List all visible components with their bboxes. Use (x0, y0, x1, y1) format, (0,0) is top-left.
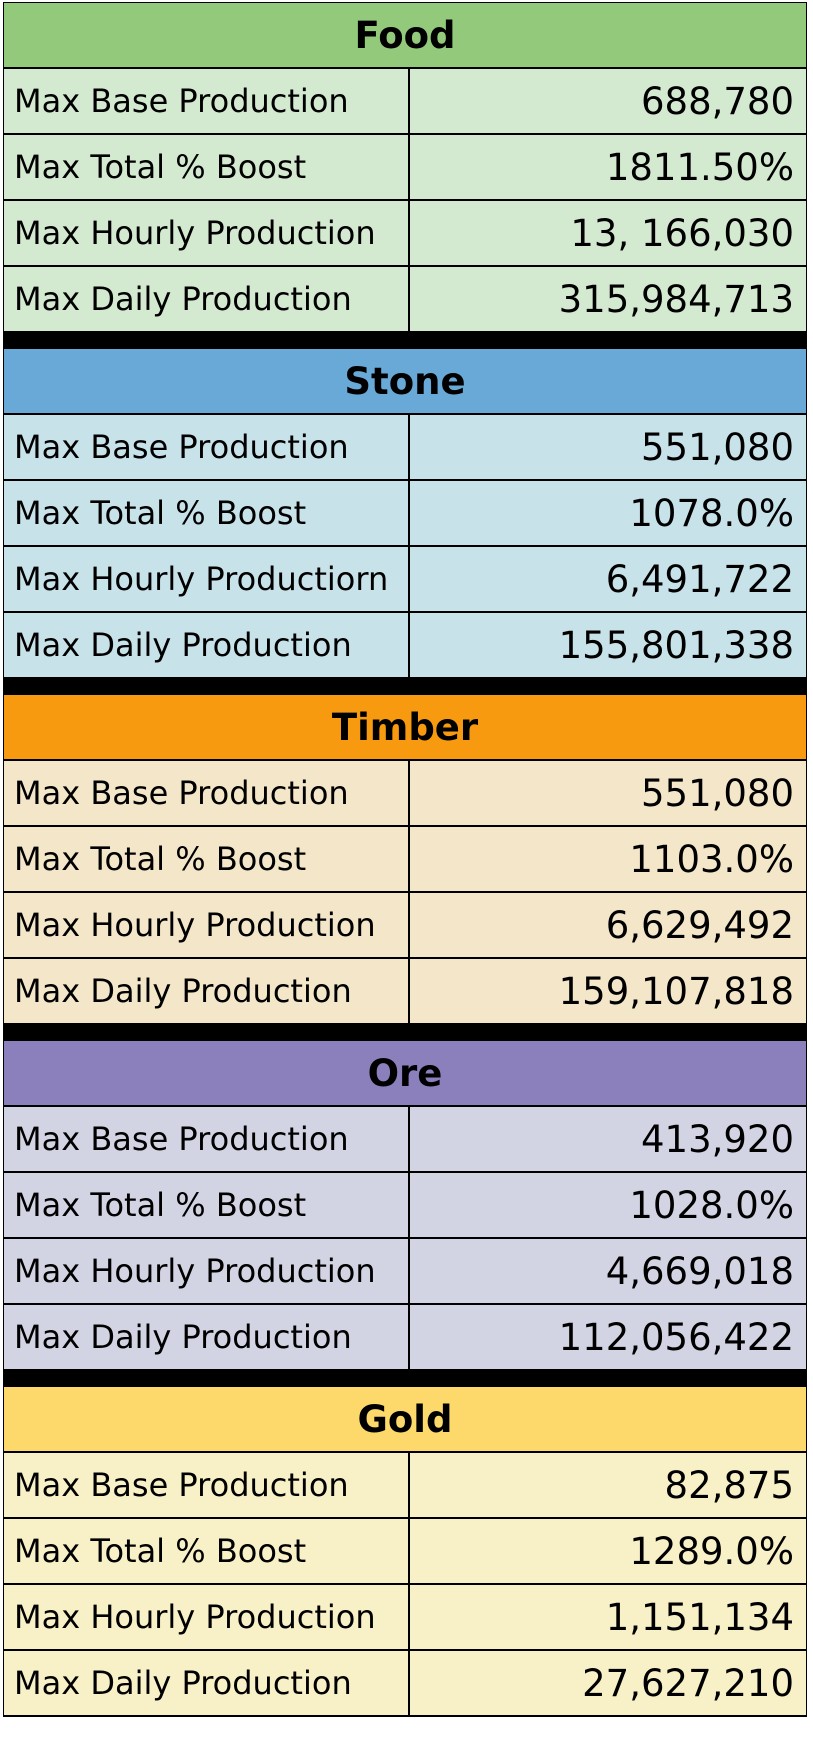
row-value: 413,920 (410, 1107, 806, 1171)
table-row: Max Total % Boost 1289.0% (4, 1519, 806, 1583)
row-label: Max Total % Boost (4, 135, 408, 199)
row-value: 27,627,210 (410, 1651, 806, 1715)
table-row: Max Hourly Production 1,151,134 (4, 1585, 806, 1649)
resource-production-table: Food Max Base Production 688,780 Max Total … (3, 2, 807, 1717)
row-value: 1,151,134 (410, 1585, 806, 1649)
table-row: Max Total % Boost 1028.0% (4, 1173, 806, 1237)
section-header: Stone (4, 349, 806, 413)
row-value: 1811.50% (410, 135, 806, 199)
row-value: 6,491,722 (410, 547, 806, 611)
row-label: Max Daily Production (4, 267, 408, 331)
table-row: Max Daily Production 159,107,818 (4, 959, 806, 1023)
row-value: 688,780 (410, 69, 806, 133)
row-value: 159,107,818 (410, 959, 806, 1023)
table-row: Max Daily Production 112,056,422 (4, 1305, 806, 1369)
row-value: 82,875 (410, 1453, 806, 1517)
row-label: Max Daily Production (4, 613, 408, 677)
section-stone: Stone Max Base Production 551,080 Max Total… (3, 349, 807, 677)
row-label: Max Base Production (4, 761, 408, 825)
table-row: Max Hourly Production 4,669,018 (4, 1239, 806, 1303)
table-row: Max Hourly Production 13, 166,030 (4, 201, 806, 265)
row-label: Max Hourly Production (4, 1585, 408, 1649)
row-label: Max Total % Boost (4, 1519, 408, 1583)
row-label: Max Total % Boost (4, 1173, 408, 1237)
row-value: 155,801,338 (410, 613, 806, 677)
row-label: Max Daily Production (4, 1305, 408, 1369)
section-header: Timber (4, 695, 806, 759)
row-label: Max Base Production (4, 1107, 408, 1171)
section-header: Ore (4, 1041, 806, 1105)
row-label: Max Hourly Productiorn (4, 547, 408, 611)
row-value: 1103.0% (410, 827, 806, 891)
row-value: 551,080 (410, 415, 806, 479)
table-row: Max Base Production 82,875 (4, 1453, 806, 1517)
table-row: Max Hourly Productiorn 6,491,722 (4, 547, 806, 611)
section-header: Gold (4, 1387, 806, 1451)
row-value: 6,629,492 (410, 893, 806, 957)
row-label: Max Daily Production (4, 959, 408, 1023)
table-row: Max Hourly Production 6,629,492 (4, 893, 806, 957)
table-row: Max Daily Production 27,627,210 (4, 1651, 806, 1715)
row-value: 1078.0% (410, 481, 806, 545)
table-row: Max Base Production 688,780 (4, 69, 806, 133)
section-header: Food (4, 3, 806, 67)
table-row: Max Base Production 551,080 (4, 415, 806, 479)
row-value: 112,056,422 (410, 1305, 806, 1369)
row-label: Max Hourly Production (4, 1239, 408, 1303)
table-row: Max Total % Boost 1811.50% (4, 135, 806, 199)
row-label: Max Daily Production (4, 1651, 408, 1715)
row-label: Max Hourly Production (4, 201, 408, 265)
section-ore: Ore Max Base Production 413,920 Max Total %… (3, 1041, 807, 1369)
row-value: 1028.0% (410, 1173, 806, 1237)
section-food: Food Max Base Production 688,780 Max Total … (3, 3, 807, 331)
row-label: Max Hourly Production (4, 893, 408, 957)
row-label: Max Base Production (4, 69, 408, 133)
table-row: Max Daily Production 315,984,713 (4, 267, 806, 331)
row-label: Max Total % Boost (4, 481, 408, 545)
row-value: 13, 166,030 (410, 201, 806, 265)
section-timber: Timber Max Base Production 551,080 Max Tota… (3, 695, 807, 1023)
table-row: Max Daily Production 155,801,338 (4, 613, 806, 677)
section-gold: Gold Max Base Production 82,875 Max Total %… (3, 1387, 807, 1715)
row-label: Max Total % Boost (4, 827, 408, 891)
table-row: Max Total % Boost 1103.0% (4, 827, 806, 891)
row-value: 551,080 (410, 761, 806, 825)
table-row: Max Base Production 413,920 (4, 1107, 806, 1171)
row-label: Max Base Production (4, 415, 408, 479)
row-value: 315,984,713 (410, 267, 806, 331)
row-value: 4,669,018 (410, 1239, 806, 1303)
table-row: Max Base Production 551,080 (4, 761, 806, 825)
table-row: Max Total % Boost 1078.0% (4, 481, 806, 545)
sheet-right-margin (807, 0, 813, 1743)
row-value: 1289.0% (410, 1519, 806, 1583)
row-label: Max Base Production (4, 1453, 408, 1517)
